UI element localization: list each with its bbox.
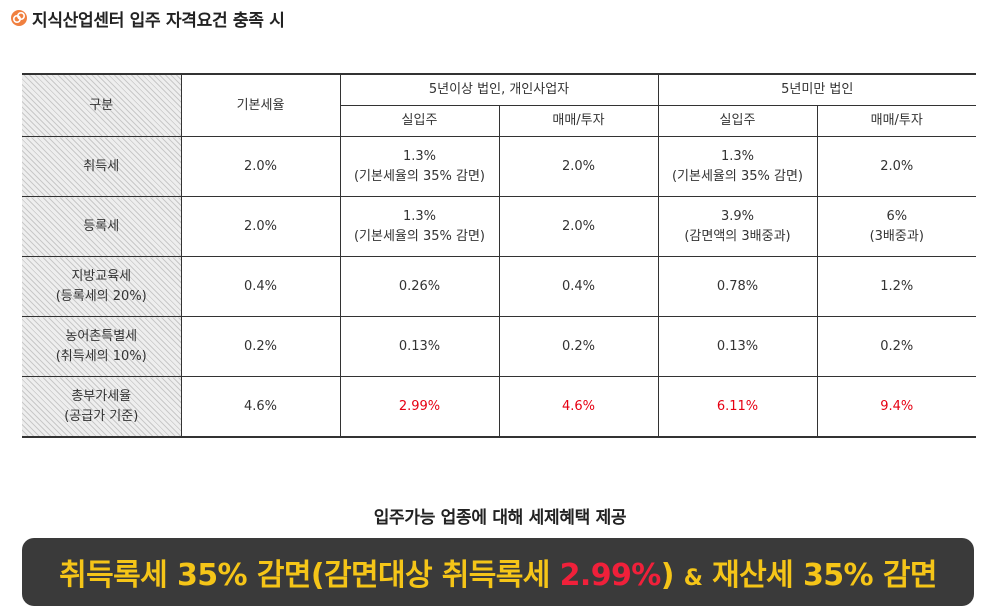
header-category: 구분 bbox=[22, 73, 182, 137]
cell-g1-trade: 0.2% bbox=[498, 316, 659, 377]
cell-g2-trade: 9.4% bbox=[816, 376, 976, 438]
header-g2-occupancy: 실입주 bbox=[657, 105, 818, 137]
cell-g2-occupancy: 0.13% bbox=[657, 316, 818, 377]
row-label: 지방교육세 (등록세의 20%) bbox=[22, 256, 182, 317]
page-heading: 지식산업센터 입주 자격요건 충족 시 bbox=[10, 6, 285, 31]
cell-g2-occupancy: 0.78% bbox=[657, 256, 818, 317]
cell-g1-trade: 0.4% bbox=[498, 256, 659, 317]
header-g2-trade: 매매/투자 bbox=[816, 105, 976, 137]
cell-base: 4.6% bbox=[180, 376, 341, 438]
benefit-banner: 취득록세 35% 감면(감면대상 취득록세 2.99%) & 재산세 35% 감… bbox=[22, 538, 974, 606]
cell-g1-occupancy: 1.3% (기본세율의 35% 감면) bbox=[339, 136, 500, 197]
cell-base: 2.0% bbox=[180, 136, 341, 197]
benefit-subtitle: 입주가능 업종에 대해 세제혜택 제공 bbox=[373, 508, 627, 528]
cell-g2-trade: 0.2% bbox=[816, 316, 976, 377]
header-group-over-5y: 5년이상 법인, 개인사업자 bbox=[339, 73, 659, 106]
cell-g1-trade: 2.0% bbox=[498, 136, 659, 197]
banner-text: 취득록세 35% 감면(감면대상 취득록세 2.99%) & 재산세 35% 감… bbox=[59, 558, 937, 593]
cell-g1-occupancy: 0.13% bbox=[339, 316, 500, 377]
header-base-rate: 기본세율 bbox=[180, 73, 341, 137]
table-row: 농어촌특별세 (취득세의 10%) 0.2% 0.13% 0.2% 0.13% 0… bbox=[22, 316, 976, 377]
cell-g1-occupancy: 0.26% bbox=[339, 256, 500, 317]
cell-base: 0.4% bbox=[180, 256, 341, 317]
tax-rate-table: 구분 기본세율 5년이상 법인, 개인사업자 5년미만 법인 실입주 매매/투자… bbox=[22, 73, 976, 438]
row-label: 총부가세율 (공급가 기준) bbox=[22, 376, 182, 438]
header-g1-trade: 매매/투자 bbox=[498, 105, 659, 137]
cell-g1-trade: 2.0% bbox=[498, 196, 659, 257]
cell-g1-trade: 4.6% bbox=[498, 376, 659, 438]
header-g1-occupancy: 실입주 bbox=[340, 105, 500, 137]
table-row: 등록세 2.0% 1.3% (기본세율의 35% 감면) 2.0% 3.9% (감면… bbox=[22, 196, 976, 257]
cell-g2-trade: 6% (3배중과) bbox=[816, 196, 976, 257]
heading-text: 지식산업센터 입주 자격요건 충족 시 bbox=[32, 10, 285, 31]
cell-g2-trade: 1.2% bbox=[816, 256, 976, 317]
cell-g1-occupancy: 1.3% (기본세율의 35% 감면) bbox=[339, 196, 500, 257]
cell-g2-occupancy: 3.9% (감면액의 3배중과) bbox=[657, 196, 818, 257]
table-row: 취득세 2.0% 1.3% (기본세율의 35% 감면) 2.0% 1.3% (기본… bbox=[22, 136, 976, 197]
banner-highlight-rate: 2.99% bbox=[559, 558, 662, 593]
row-label: 등록세 bbox=[22, 196, 182, 257]
table-row: 지방교육세 (등록세의 20%) 0.4% 0.26% 0.4% 0.78% 1.… bbox=[22, 256, 976, 317]
cell-base: 2.0% bbox=[180, 196, 341, 257]
cell-g2-trade: 2.0% bbox=[816, 136, 976, 197]
row-label: 농어촌특별세 (취득세의 10%) bbox=[22, 316, 182, 377]
cell-g1-occupancy: 2.99% bbox=[339, 376, 500, 438]
cell-g2-occupancy: 1.3% (기본세율의 35% 감면) bbox=[657, 136, 818, 197]
header-group-under-5y: 5년미만 법인 bbox=[657, 73, 976, 106]
table-row-total: 총부가세율 (공급가 기준) 4.6% 2.99% 4.6% 6.11% 9.4% bbox=[22, 376, 976, 438]
cell-base: 0.2% bbox=[180, 316, 341, 377]
cell-g2-occupancy: 6.11% bbox=[657, 376, 818, 438]
link-bullet-icon bbox=[11, 10, 27, 26]
row-label: 취득세 bbox=[22, 136, 182, 197]
